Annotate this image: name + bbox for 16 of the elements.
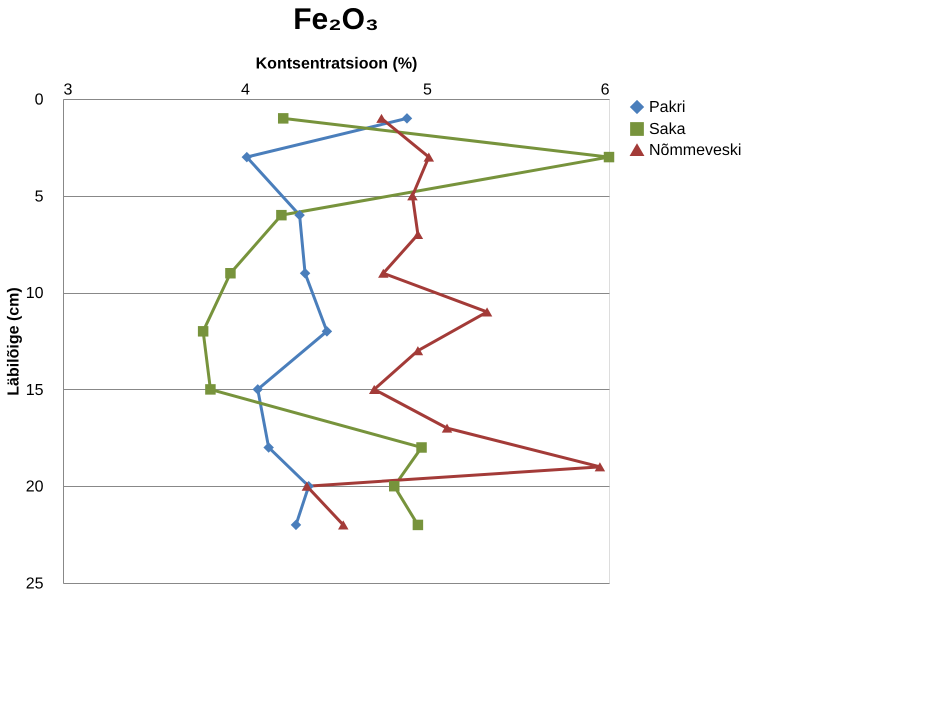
y-axis-title: Läbilõige (cm): [6, 287, 23, 396]
x-tick-label: 6: [600, 82, 610, 98]
y-tick-label: 25: [26, 576, 44, 592]
y-tick-label: 0: [34, 92, 44, 108]
legend-label: Pakri: [649, 99, 686, 116]
y-tick-label: 20: [26, 478, 44, 496]
legend-label: Nõmmeveski: [649, 142, 742, 159]
x-axis-title: Kontsentratsioon (%): [256, 56, 418, 72]
y-tick-label: 5: [34, 188, 44, 206]
x-tick-label: 3: [64, 82, 72, 98]
y-tick-label: 15: [26, 382, 44, 399]
chart-title: Fe₂O₃: [293, 3, 379, 36]
x-tick-label: 5: [423, 82, 432, 98]
legend-label: Saka: [649, 121, 686, 138]
y-tick-label: 10: [26, 285, 44, 302]
x-tick-label: 4: [241, 82, 250, 98]
